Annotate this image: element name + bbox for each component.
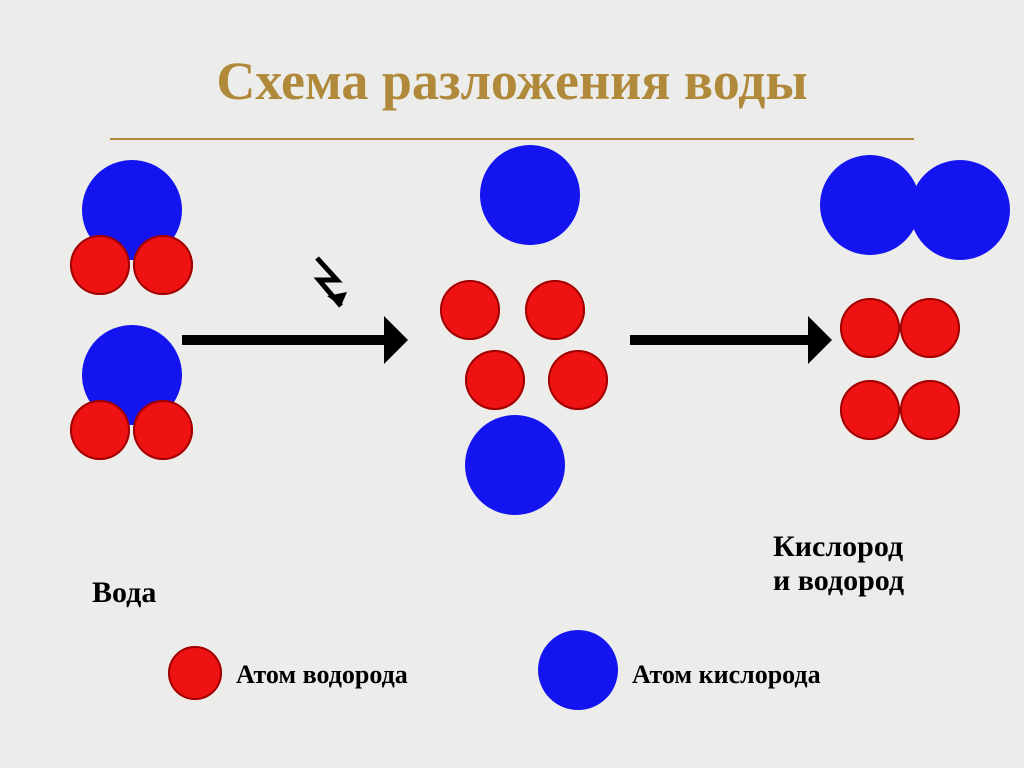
arrow-head-1 xyxy=(384,316,408,364)
hydrogen-atom-h10 xyxy=(900,298,960,358)
hydrogen-atom-h12 xyxy=(900,380,960,440)
title-divider xyxy=(110,138,914,140)
oxygen-atom-legend1 xyxy=(538,630,618,710)
hydrogen-atom-h7 xyxy=(465,350,525,410)
hydrogen-atom-h1 xyxy=(70,235,130,295)
oxygen-atom-o6 xyxy=(910,160,1010,260)
label-legend_o: Атом кислорода xyxy=(632,660,821,690)
oxygen-atom-o3 xyxy=(480,145,580,245)
hydrogen-atom-h9 xyxy=(840,298,900,358)
hydrogen-atom-h8 xyxy=(548,350,608,410)
label-legend_h: Атом водорода xyxy=(236,660,408,690)
hydrogen-atom-h3 xyxy=(70,400,130,460)
hydrogen-atom-h4 xyxy=(133,400,193,460)
slide-title: Схема разложения воды xyxy=(0,50,1024,112)
label-products: Кислород и водород xyxy=(773,530,904,598)
hydrogen-atom-h6 xyxy=(525,280,585,340)
oxygen-atom-o4 xyxy=(465,415,565,515)
hydrogen-atom-h11 xyxy=(840,380,900,440)
arrow-head-2 xyxy=(808,316,832,364)
hydrogen-atom-h5 xyxy=(440,280,500,340)
hydrogen-atom-h2 xyxy=(133,235,193,295)
lightning-icon xyxy=(305,256,355,331)
label-water: Вода xyxy=(92,576,156,610)
oxygen-atom-o5 xyxy=(820,155,920,255)
slide: Схема разложения воды Вода Кислород и вод… xyxy=(0,0,1024,768)
arrow-1 xyxy=(182,335,384,345)
arrow-2 xyxy=(630,335,808,345)
hydrogen-atom-legend0 xyxy=(168,646,222,700)
